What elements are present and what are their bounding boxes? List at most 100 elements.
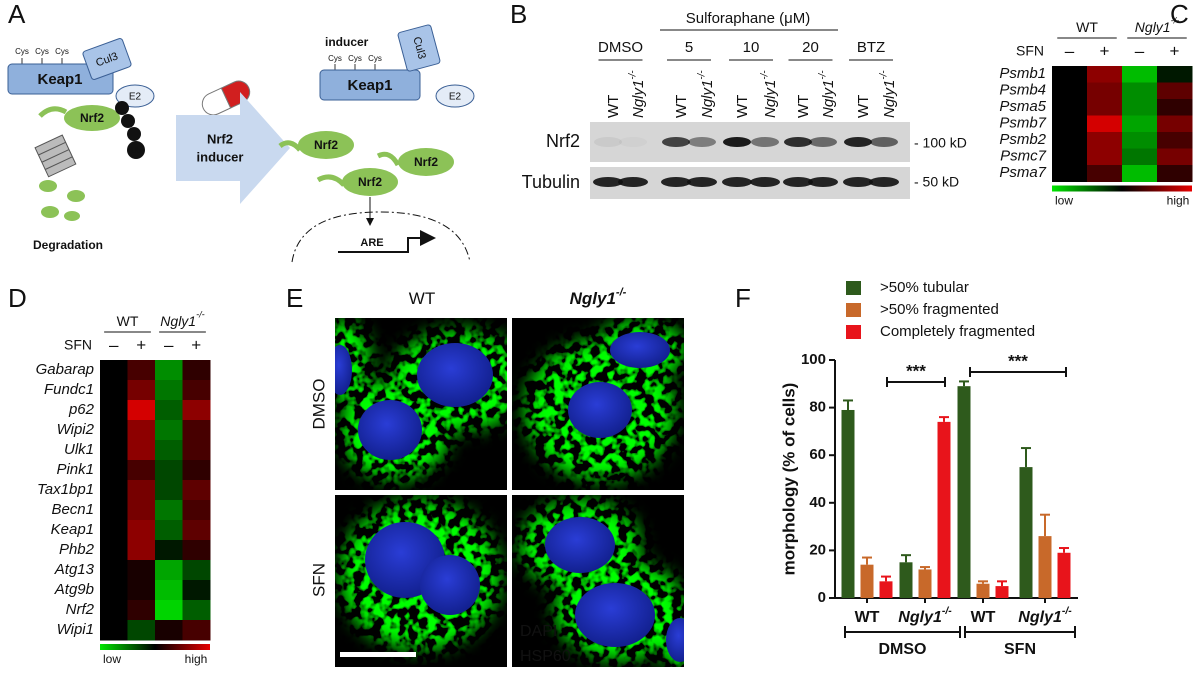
row-label: Psmb7 [999, 115, 1046, 132]
column-label: Ngly1-/- [570, 286, 627, 308]
genotype-label-sup: -/- [196, 310, 205, 320]
column-label-main: Ngly1 [570, 289, 616, 308]
lane-label: WT [605, 95, 622, 118]
row-label: Atg13 [54, 561, 95, 578]
heatmap-cell [1052, 148, 1088, 166]
heatmap-cell [1052, 115, 1088, 133]
are-label: ARE [360, 237, 383, 249]
row-label: Tubulin [522, 172, 580, 192]
heatmap-cell [127, 580, 156, 601]
heatmap-cell [100, 520, 128, 541]
heatmap-cell [127, 480, 156, 501]
heatmap-cell [1087, 66, 1123, 83]
lane-label-sup: -/- [759, 70, 770, 80]
lane-label-main: Ngly1 [630, 80, 647, 118]
lane-label-sup: -/- [627, 70, 638, 80]
bar [841, 409, 855, 598]
cys-label: Cys [15, 47, 29, 56]
row-label: Psmc7 [1000, 148, 1047, 165]
scale-label: low [1055, 194, 1073, 208]
gene-arrow [338, 230, 436, 253]
stain-label: DAPI [520, 623, 557, 640]
lane-label: Ngly1-/- [817, 70, 837, 118]
heatmap-cell [1157, 66, 1193, 83]
lane-label-main: Ngly1 [881, 80, 898, 118]
heatmap-cell [1157, 82, 1193, 100]
nucleus [575, 583, 655, 647]
legend-label: >50% fragmented [880, 301, 999, 318]
band [783, 177, 813, 187]
bar [860, 564, 874, 598]
band [618, 177, 648, 187]
genotype-label: Ngly1-/- [160, 310, 204, 329]
lane-label-main: WT [605, 95, 622, 118]
heatmap-cell [1087, 148, 1123, 166]
row-label: Becn1 [51, 501, 94, 518]
heatmap-cell [127, 520, 156, 541]
bar [1038, 536, 1052, 598]
heatmap-cell [100, 480, 128, 501]
marker-label: - 100 kD [914, 135, 967, 151]
sfn-label: SFN [1016, 43, 1044, 59]
band [809, 137, 837, 147]
significance-label: *** [906, 361, 926, 380]
x-tick-label-main: Ngly1 [898, 609, 942, 626]
heatmap-cell [100, 440, 128, 461]
row-label: Wipi1 [57, 621, 94, 638]
band [843, 177, 873, 187]
sfn-sign: – [164, 335, 174, 354]
heatmap-cell [182, 520, 211, 541]
heatmap-cell [127, 560, 156, 581]
row-label: Tax1bp1 [37, 481, 94, 498]
ub-chain [127, 141, 145, 159]
heatmap-cell [155, 480, 183, 501]
y-axis-label: morphology (% of cells) [779, 383, 798, 576]
band [619, 137, 647, 147]
ub-chain [121, 114, 135, 128]
genotype-label-main: Ngly1 [1135, 19, 1171, 35]
e2-shape [435, 84, 475, 108]
group-label: 5 [685, 39, 693, 56]
peptide [67, 190, 85, 202]
heatmap-cell [1122, 115, 1158, 133]
heatmap-cell [1122, 148, 1158, 166]
heatmap-cell [182, 540, 211, 561]
nrf2-tail [278, 140, 302, 152]
keap1-label: Keap1 [347, 77, 392, 94]
heatmap-cell [182, 620, 211, 641]
keap1-box [319, 69, 421, 101]
sfn-sign: – [1065, 41, 1075, 60]
cys-label: Cys [328, 54, 342, 63]
bar [899, 562, 913, 598]
micrograph [335, 318, 507, 490]
heatmap-cell [155, 460, 183, 481]
heatmap-cell [182, 360, 211, 381]
heatmap-cell [182, 440, 211, 461]
lane-label-main: Ngly1 [820, 80, 837, 118]
heatmap-cell [182, 560, 211, 581]
bar [1019, 467, 1033, 598]
column-label-main: WT [409, 289, 435, 308]
sfn-sign: + [136, 335, 146, 354]
lane-label: Ngly1-/- [696, 70, 716, 118]
sfn-sign: + [191, 335, 201, 354]
heatmap-cell [182, 460, 211, 481]
peptide [39, 180, 57, 192]
cul3-label: Cul3 [410, 35, 427, 60]
heatmap-cell [1052, 82, 1088, 100]
heatmap-cell [182, 500, 211, 521]
group-label: 20 [802, 39, 819, 56]
band [751, 137, 779, 147]
genotype-label-main: WT [117, 313, 139, 329]
panel-letter: A [8, 0, 26, 29]
legend-swatch [846, 303, 861, 317]
heatmap-cell [100, 380, 128, 401]
ub-chain [127, 127, 141, 141]
heatmap-cell [100, 600, 128, 621]
x-tick-label-main: WT [971, 609, 996, 626]
arrow-label: inducer [197, 149, 244, 164]
group-label: SFN [1004, 641, 1036, 658]
genotype-label: WT [117, 313, 139, 329]
x-tick-label: WT [855, 609, 880, 626]
y-tick-label: 100 [801, 351, 826, 368]
